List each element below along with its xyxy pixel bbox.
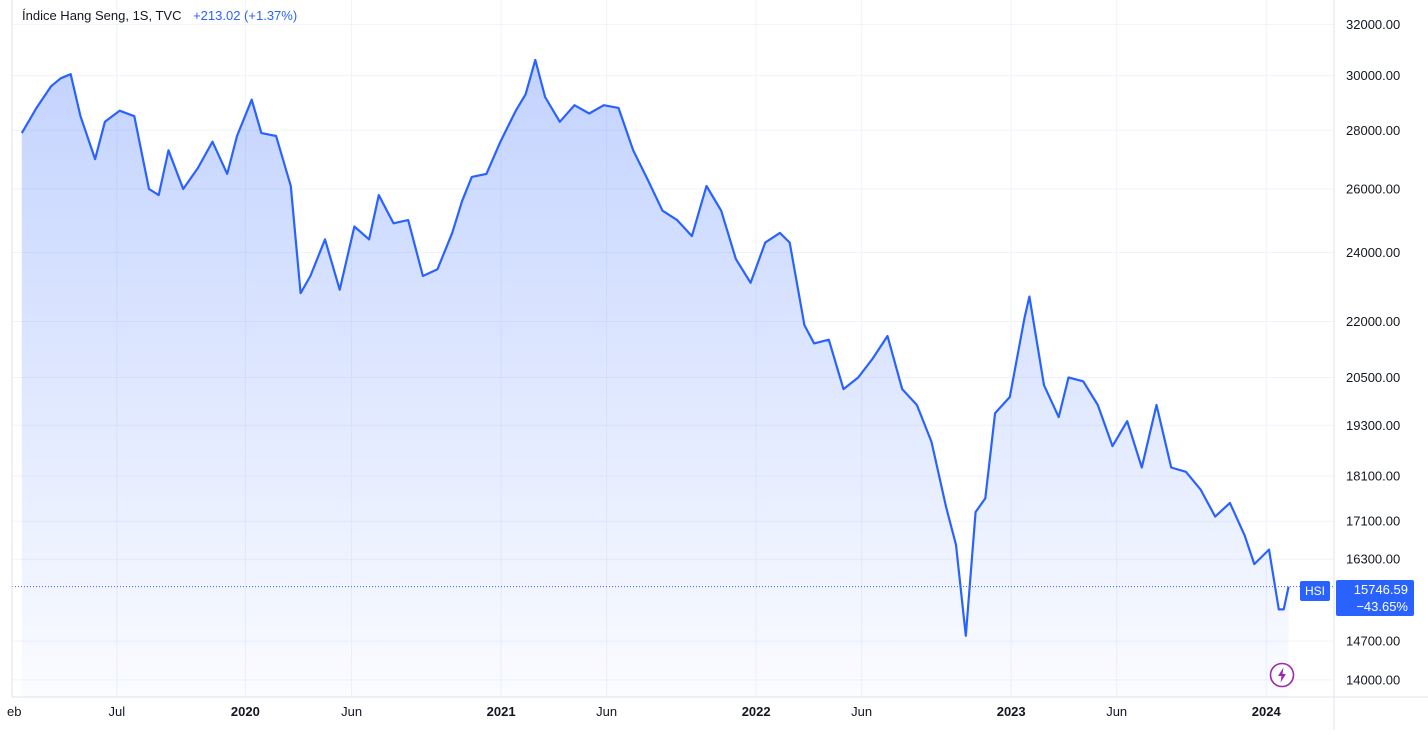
change-pct-label: −43.65% — [1356, 599, 1408, 614]
y-tick-label: 19300.00 — [1346, 418, 1400, 433]
y-axis: 32000.00 30000.00 28000.00 26000.00 24000.00… — [1346, 17, 1400, 687]
symbol-badge[interactable]: HSI — [1300, 581, 1330, 601]
lightning-bolt-icon[interactable] — [1269, 662, 1295, 688]
x-tick-label: Jul — [108, 704, 125, 719]
legend-change: +213.02 (+1.37%) — [193, 8, 298, 23]
y-tick-label: 16300.00 — [1346, 552, 1400, 567]
y-tick-label: 24000.00 — [1346, 245, 1400, 260]
price-badge: 15746.59 −43.65% — [1336, 580, 1414, 616]
y-tick-label: 20500.00 — [1346, 370, 1400, 385]
price-label: 15746.59 — [1353, 582, 1408, 597]
legend-title: Índice Hang Seng, 1S, TVC — [22, 8, 182, 23]
y-tick-label: 14700.00 — [1346, 634, 1400, 649]
y-tick-label: 14000.00 — [1346, 672, 1400, 687]
area-fill — [21, 59, 1289, 697]
y-tick-label: 18100.00 — [1346, 469, 1400, 484]
x-tick-label: Jun — [341, 704, 362, 719]
x-tick-label: 2021 — [487, 704, 516, 719]
y-tick-label: 32000.00 — [1346, 17, 1400, 32]
y-tick-label: 26000.00 — [1346, 182, 1400, 197]
series-line — [20, 58, 1290, 637]
x-tick-label: eb — [7, 704, 21, 719]
x-tick-label: 2024 — [1252, 704, 1282, 719]
x-tick-label: Jun — [596, 704, 617, 719]
x-tick-label: 2020 — [231, 704, 260, 719]
y-tick-label: 22000.00 — [1346, 314, 1400, 329]
chart-legend: Índice Hang Seng, 1S, TVC +213.02 (+1.37… — [22, 8, 297, 23]
x-axis: eb Jul 2020 Jun 2021 Jun 2022 Jun 2023 Jun 2024 — [7, 704, 1281, 719]
x-tick-label: 2022 — [742, 704, 771, 719]
x-tick-label: Jun — [851, 704, 872, 719]
y-tick-label: 17100.00 — [1346, 514, 1400, 529]
x-tick-label: Jun — [1106, 704, 1127, 719]
y-tick-label: 28000.00 — [1346, 123, 1400, 138]
x-tick-label: 2023 — [997, 704, 1026, 719]
y-tick-label: 30000.00 — [1346, 68, 1400, 83]
